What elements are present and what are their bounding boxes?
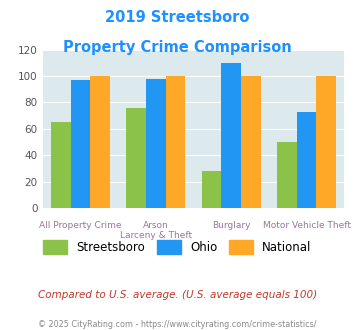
Text: Compared to U.S. average. (U.S. average equals 100): Compared to U.S. average. (U.S. average …	[38, 290, 317, 300]
Text: All Property Crime: All Property Crime	[39, 221, 121, 230]
Bar	[241, 76, 261, 208]
Text: 2019 Streetsboro: 2019 Streetsboro	[105, 10, 250, 25]
Bar	[202, 171, 222, 208]
Text: Larceny & Theft: Larceny & Theft	[120, 231, 192, 240]
Bar	[51, 122, 71, 208]
Bar	[222, 63, 241, 208]
Bar	[90, 76, 110, 208]
Text: Motor Vehicle Theft: Motor Vehicle Theft	[263, 221, 351, 230]
Bar	[316, 76, 336, 208]
Text: © 2025 CityRating.com - https://www.cityrating.com/crime-statistics/: © 2025 CityRating.com - https://www.city…	[38, 320, 317, 329]
Bar	[146, 79, 165, 208]
Legend: Streetsboro, Ohio, National: Streetsboro, Ohio, National	[40, 237, 315, 258]
Bar	[71, 80, 90, 208]
Text: Property Crime Comparison: Property Crime Comparison	[63, 40, 292, 54]
Text: Arson: Arson	[143, 221, 169, 230]
Bar	[277, 142, 297, 208]
Bar	[165, 76, 185, 208]
Bar	[297, 112, 316, 208]
Text: Burglary: Burglary	[212, 221, 250, 230]
Bar	[126, 108, 146, 208]
